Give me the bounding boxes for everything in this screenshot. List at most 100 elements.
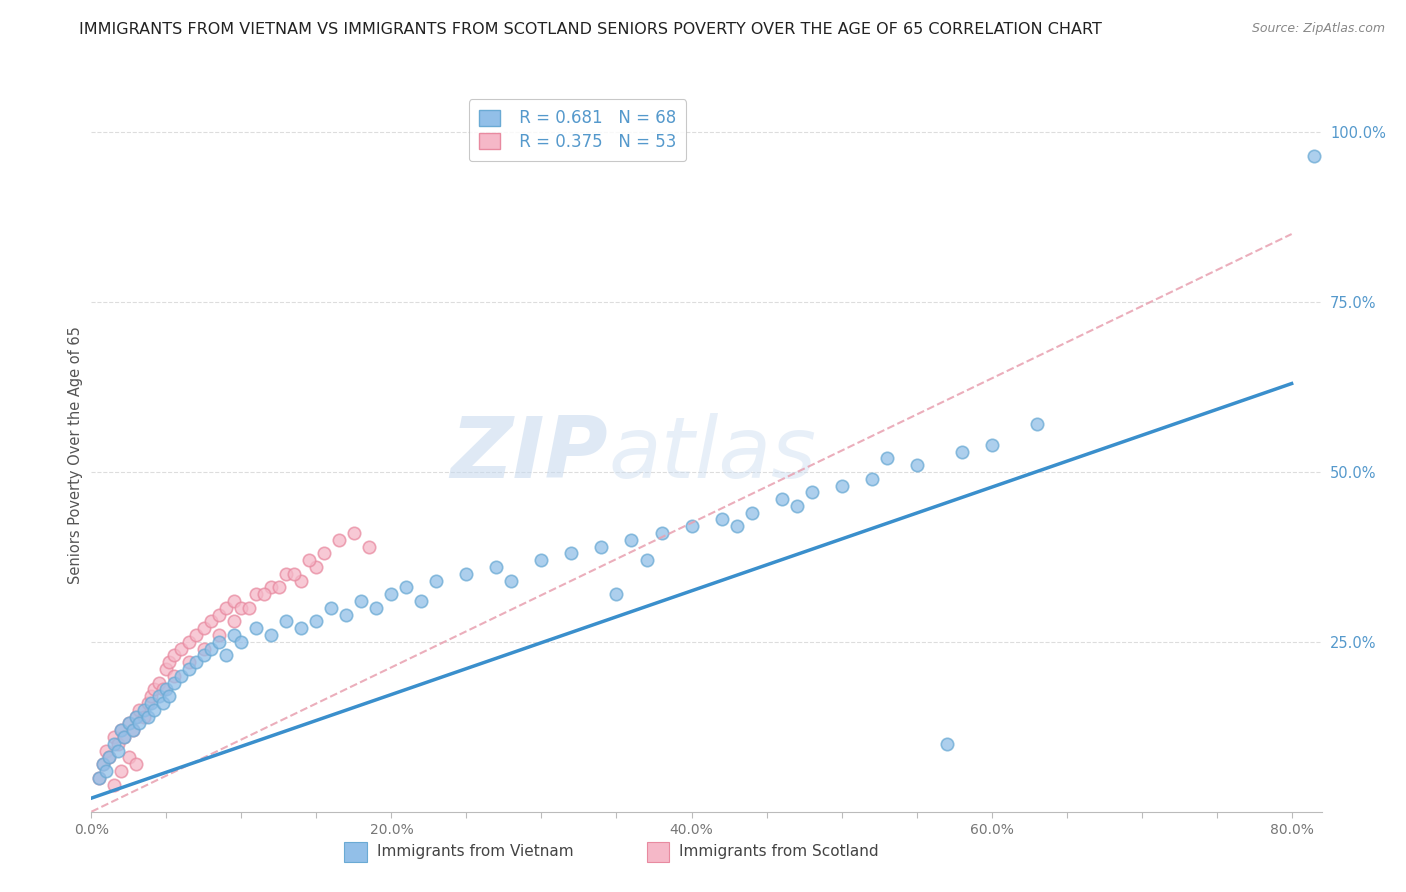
Point xyxy=(138,696,160,710)
Point xyxy=(605,587,627,601)
Point xyxy=(141,689,163,703)
Text: IMMIGRANTS FROM VIETNAM VS IMMIGRANTS FROM SCOTLAND SENIORS POVERTY OVER THE AGE: IMMIGRANTS FROM VIETNAM VS IMMIGRANTS FR… xyxy=(79,22,1102,37)
Point xyxy=(245,587,267,601)
Point xyxy=(155,662,177,676)
Point xyxy=(152,682,174,697)
Point xyxy=(800,485,823,500)
Point xyxy=(87,771,110,785)
Text: Immigrants from Scotland: Immigrants from Scotland xyxy=(679,845,879,859)
Point xyxy=(110,723,132,738)
Point xyxy=(87,771,110,785)
Point xyxy=(305,560,328,574)
Point xyxy=(950,444,973,458)
Point xyxy=(636,553,658,567)
Point xyxy=(253,587,276,601)
Point xyxy=(132,703,155,717)
Point xyxy=(128,703,150,717)
Point xyxy=(231,600,253,615)
Point xyxy=(905,458,928,472)
Point xyxy=(222,615,245,629)
Point xyxy=(1025,417,1047,432)
Point xyxy=(681,519,703,533)
Point xyxy=(118,716,141,731)
Point xyxy=(222,628,245,642)
Point xyxy=(831,478,853,492)
Point xyxy=(208,607,231,622)
Point xyxy=(650,526,672,541)
Point xyxy=(143,682,166,697)
Point xyxy=(312,546,335,560)
Point xyxy=(112,730,135,744)
Point xyxy=(193,621,215,635)
Point xyxy=(395,581,418,595)
Point xyxy=(1303,149,1326,163)
Point xyxy=(770,492,793,507)
Point xyxy=(710,512,733,526)
Point xyxy=(215,648,238,663)
Point xyxy=(208,628,231,642)
Point xyxy=(152,696,174,710)
Point xyxy=(163,675,186,690)
Point xyxy=(128,716,150,731)
Point xyxy=(267,581,290,595)
Text: Immigrants from Vietnam: Immigrants from Vietnam xyxy=(377,845,574,859)
Point xyxy=(222,594,245,608)
Point xyxy=(276,615,298,629)
Point xyxy=(122,723,145,738)
Point xyxy=(245,621,267,635)
Point xyxy=(177,655,200,669)
Point xyxy=(231,635,253,649)
Point xyxy=(335,607,357,622)
Point xyxy=(208,635,231,649)
Point xyxy=(148,675,170,690)
Point xyxy=(200,615,222,629)
Point xyxy=(170,669,193,683)
Point xyxy=(110,764,132,778)
Point xyxy=(980,438,1002,452)
Point xyxy=(380,587,402,601)
Point xyxy=(876,451,898,466)
Point xyxy=(283,566,305,581)
Point xyxy=(411,594,433,608)
Point xyxy=(107,743,129,757)
Text: atlas: atlas xyxy=(607,413,815,497)
Point xyxy=(350,594,373,608)
Point xyxy=(132,709,155,723)
Y-axis label: Seniors Poverty Over the Age of 65: Seniors Poverty Over the Age of 65 xyxy=(67,326,83,584)
Point xyxy=(118,716,141,731)
Point xyxy=(425,574,447,588)
Point xyxy=(107,737,129,751)
Point xyxy=(163,669,186,683)
Point xyxy=(357,540,380,554)
Point xyxy=(741,506,763,520)
Point xyxy=(125,709,148,723)
Point xyxy=(366,600,388,615)
Point xyxy=(260,628,283,642)
Point xyxy=(260,581,283,595)
Point xyxy=(96,764,118,778)
Point xyxy=(98,750,121,764)
Point xyxy=(98,750,121,764)
Legend:  R = 0.681   N = 68,  R = 0.375   N = 53: R = 0.681 N = 68, R = 0.375 N = 53 xyxy=(468,99,686,161)
Point xyxy=(501,574,523,588)
Point xyxy=(177,635,200,649)
Point xyxy=(328,533,350,547)
Point xyxy=(112,730,135,744)
Point xyxy=(530,553,553,567)
Point xyxy=(276,566,298,581)
Point xyxy=(125,709,148,723)
Point xyxy=(591,540,613,554)
Point xyxy=(157,689,180,703)
Point xyxy=(193,648,215,663)
Point xyxy=(96,743,118,757)
Point xyxy=(786,499,808,513)
Point xyxy=(143,703,166,717)
Point xyxy=(456,566,478,581)
Point xyxy=(103,737,125,751)
Point xyxy=(343,526,366,541)
Point xyxy=(200,641,222,656)
Point xyxy=(157,655,180,669)
Point xyxy=(935,737,957,751)
Point xyxy=(560,546,582,560)
Point xyxy=(177,662,200,676)
